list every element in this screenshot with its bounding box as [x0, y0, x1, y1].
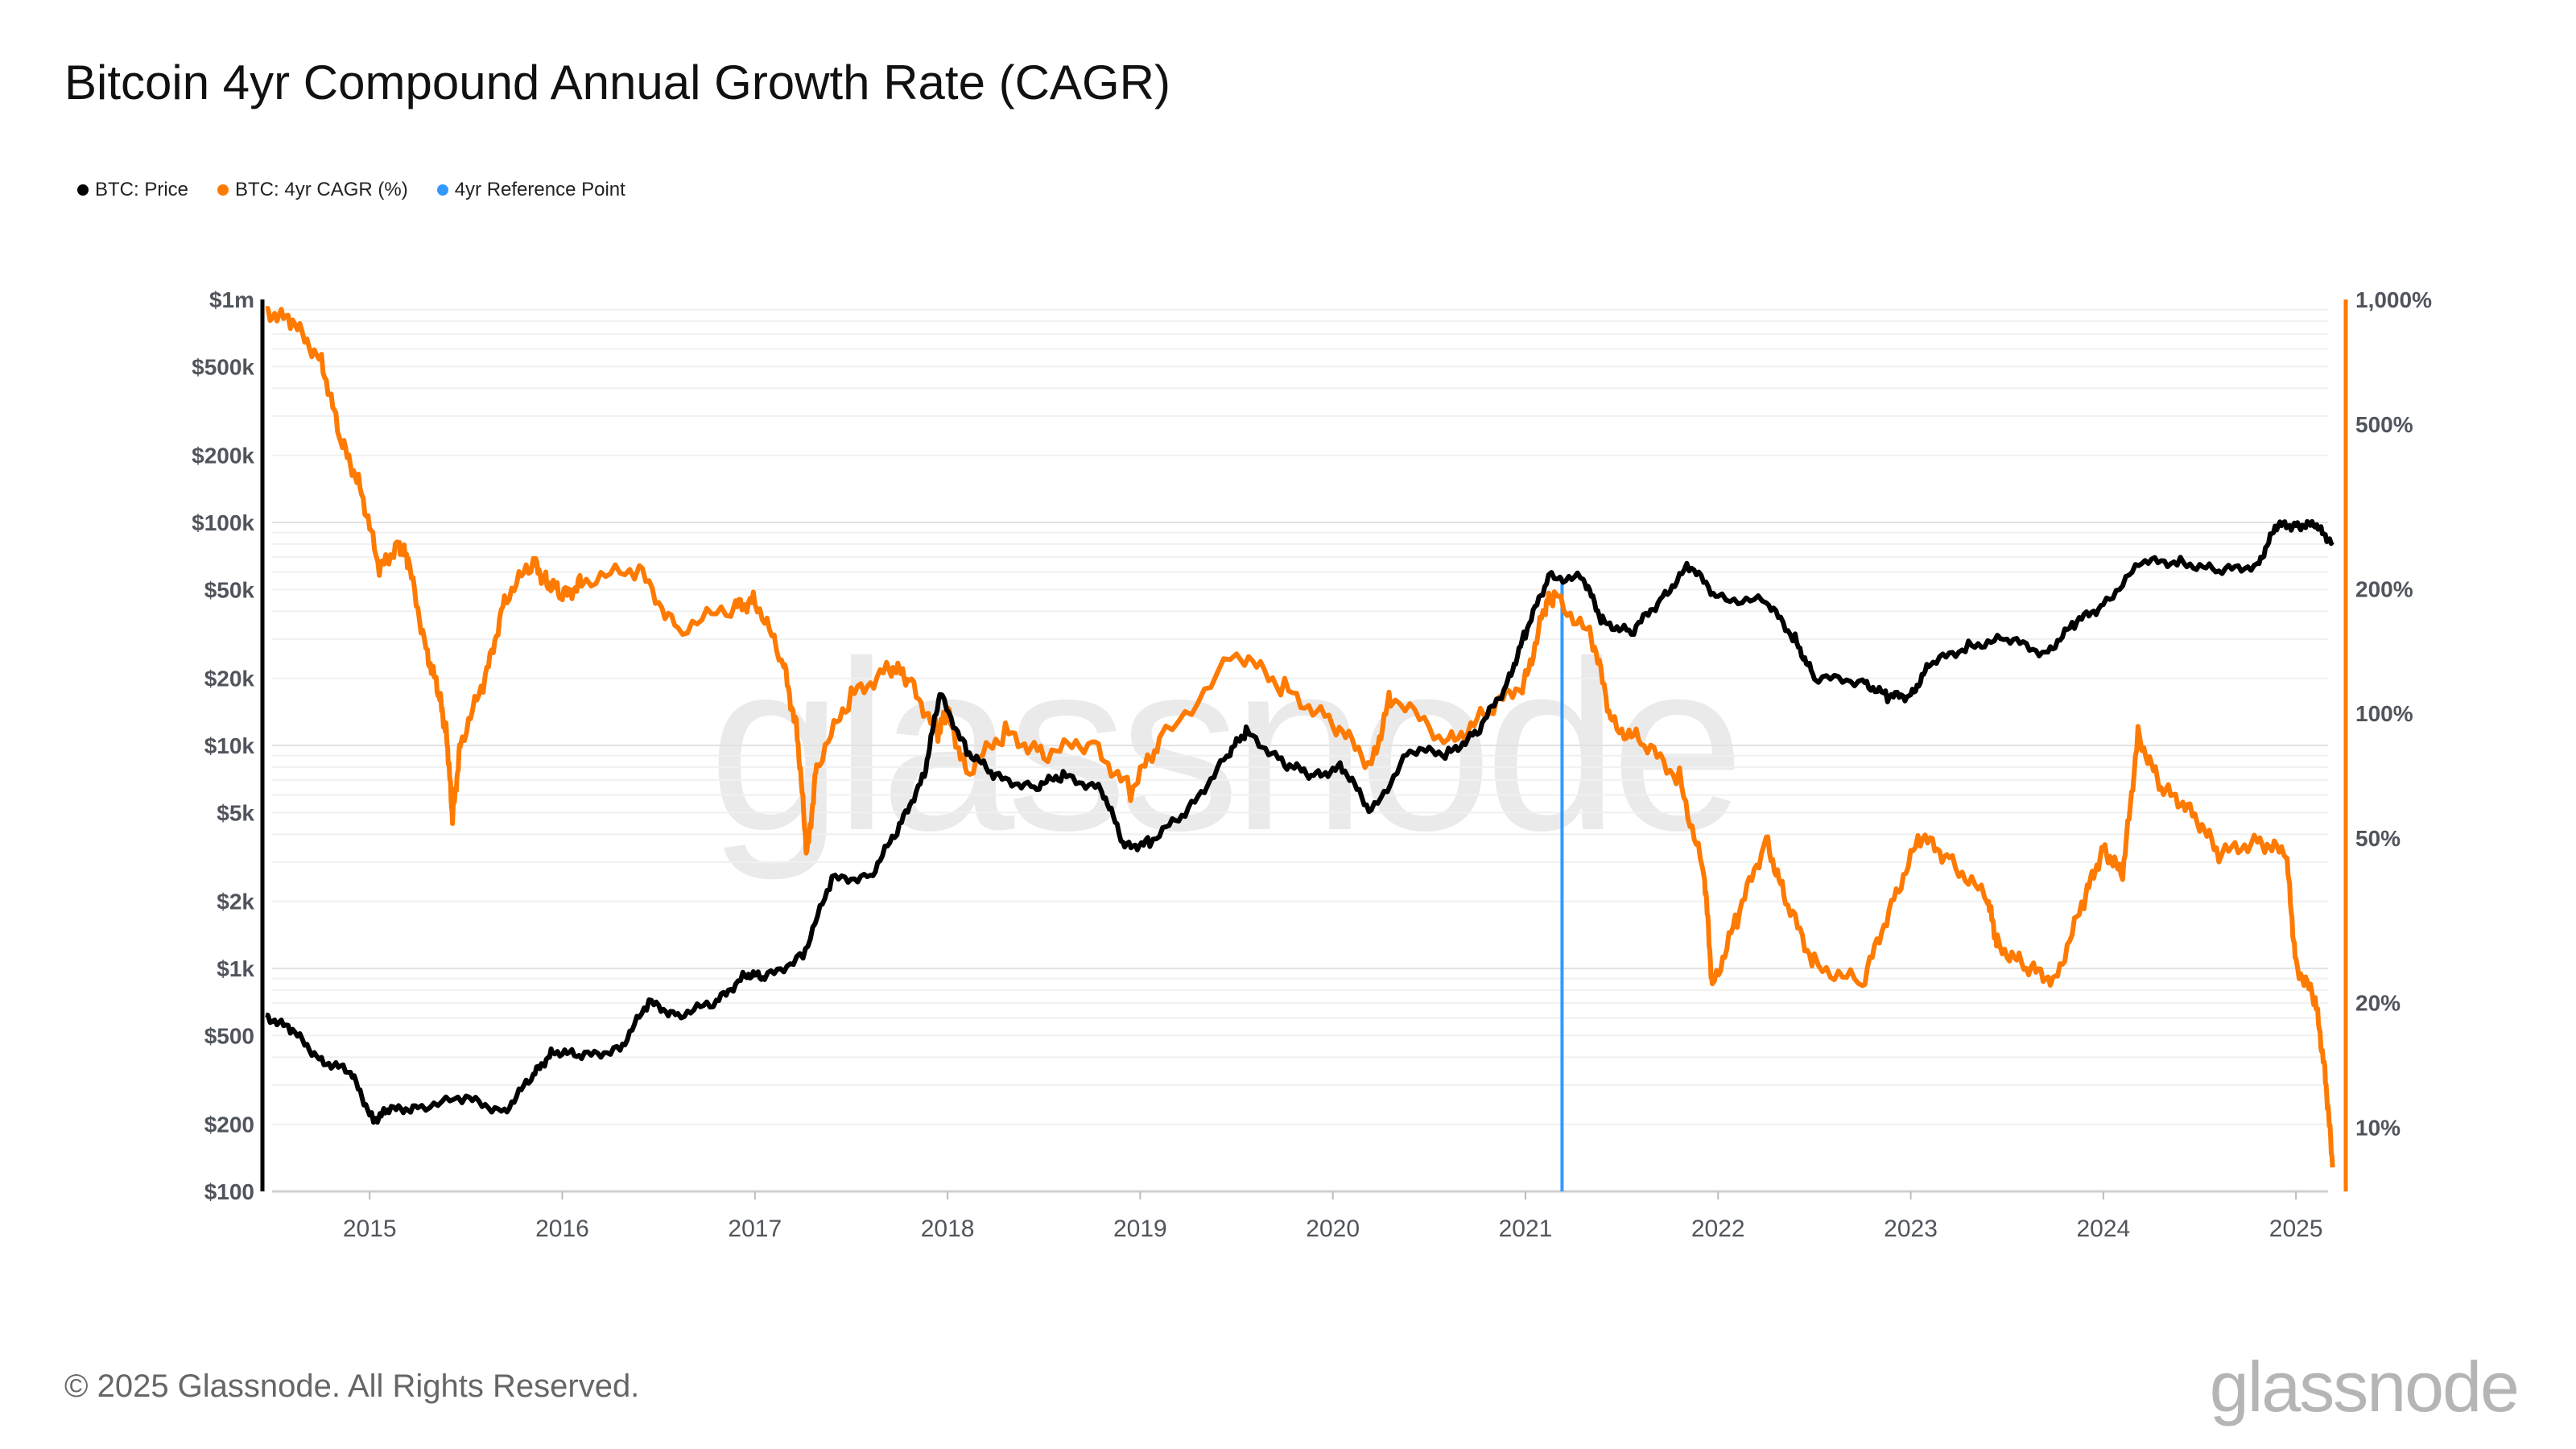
legend-dot	[217, 184, 229, 196]
y-left-tick-label: $20k	[204, 667, 255, 691]
y-left-tick-label: $500	[204, 1023, 254, 1048]
legend-label: BTC: 4yr CAGR (%)	[235, 179, 408, 200]
y-left-tick-label: $200	[204, 1113, 254, 1137]
legend-item-price[interactable]: BTC: Price	[77, 179, 188, 201]
y-right-tick-label: 1,000%	[2355, 287, 2432, 312]
x-tick-label: 2022	[1691, 1216, 1745, 1242]
y-left-tick-label: $100k	[192, 510, 254, 535]
legend: BTC: Price BTC: 4yr CAGR (%) 4yr Referen…	[77, 179, 625, 201]
x-tick-label: 2023	[1884, 1216, 1938, 1242]
x-tick-label: 2021	[1499, 1216, 1553, 1242]
y-right-tick-label: 500%	[2355, 412, 2413, 437]
cagr-line[interactable]	[265, 306, 2335, 1168]
axes: $100 $200 $500 $1k $2k $5k $10k $20k $50k $100k $2…	[192, 287, 2432, 1242]
gridlines	[272, 308, 2328, 1192]
x-tick-label: 2015	[343, 1216, 397, 1242]
y-left-tick-label: $1m	[209, 287, 254, 312]
legend-label: BTC: Price	[95, 179, 189, 200]
x-tick-label: 2024	[2076, 1216, 2130, 1242]
x-tick-label: 2025	[2269, 1216, 2323, 1242]
x-tick-label: 2020	[1306, 1216, 1360, 1242]
y-right-tick-label: 200%	[2355, 576, 2413, 601]
y-left-tick-label: $1k	[217, 956, 254, 981]
chart-title: Bitcoin 4yr Compound Annual Growth Rate …	[64, 56, 1170, 109]
y-right-tick-label: 50%	[2355, 826, 2401, 851]
x-tick-label: 2016	[535, 1216, 589, 1242]
y-left-tick-label: $10k	[204, 733, 255, 758]
y-left-tick-label: $200k	[192, 444, 254, 469]
price-line[interactable]	[265, 518, 2334, 1125]
x-tick-label: 2018	[921, 1216, 975, 1242]
y-right-tick-label: 100%	[2355, 701, 2413, 726]
y-right-tick-label: 20%	[2355, 991, 2401, 1016]
y-left-tick-label: $50k	[204, 577, 255, 602]
y-left-tick-label: $2k	[217, 890, 254, 914]
legend-dot	[77, 184, 89, 196]
y-left-tick-label: $500k	[192, 354, 254, 379]
legend-label: 4yr Reference Point	[454, 179, 625, 200]
y-left-tick-label: $100	[204, 1179, 254, 1204]
legend-item-cagr[interactable]: BTC: 4yr CAGR (%)	[217, 179, 408, 201]
copyright-footer: © 2025 Glassnode. All Rights Reserved.	[64, 1368, 640, 1404]
x-tick-label: 2017	[728, 1216, 782, 1242]
y-right-tick-label: 10%	[2355, 1115, 2401, 1140]
legend-dot	[436, 184, 448, 196]
y-left-tick-label: $5k	[217, 800, 254, 825]
glassnode-logo: glassnode	[2209, 1347, 2520, 1426]
series-layer	[265, 306, 2335, 1191]
legend-item-reference[interactable]: 4yr Reference Point	[436, 179, 625, 201]
x-tick-label: 2019	[1113, 1216, 1167, 1242]
